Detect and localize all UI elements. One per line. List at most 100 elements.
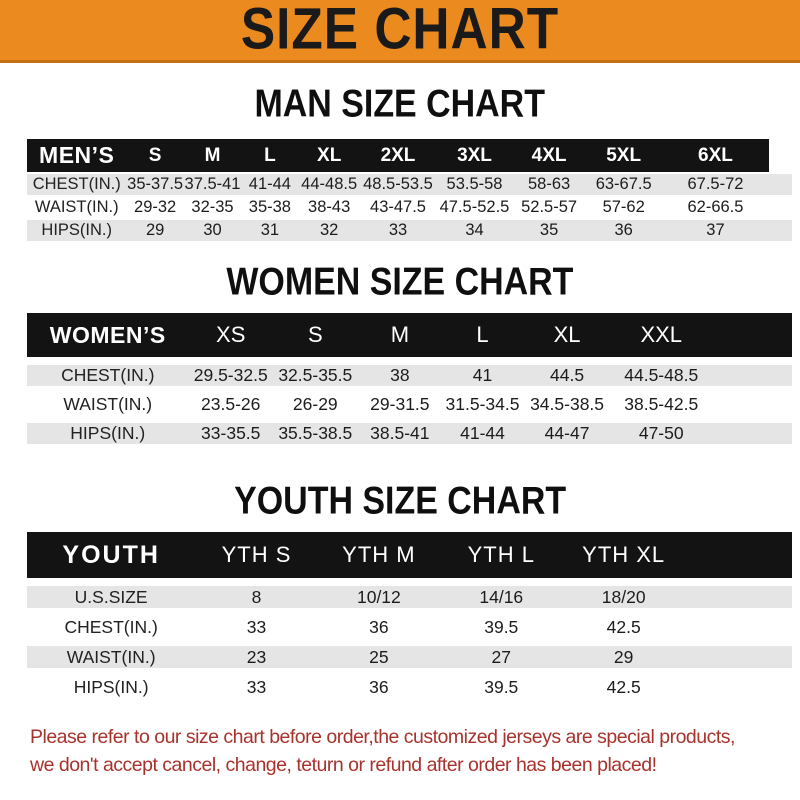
section-youth: YOUTH SIZE CHART YOUTH YTH S YTH M YTH L YTH… (0, 479, 800, 706)
youth-value-cell-2-3: 29 (562, 646, 685, 668)
women-value-cell-0-2: 38 (357, 365, 443, 386)
youth-row-label-0: U.S.SIZE (27, 586, 196, 608)
women-value-cell-2-0: 33-35.5 (188, 423, 274, 444)
men-column-header-1: M (183, 139, 242, 172)
men-value-cell-0-8: 67.5-72 (661, 174, 770, 195)
men-value-cell-1-5: 47.5-52.5 (436, 197, 513, 218)
men-value-cell-2-1: 30 (183, 220, 242, 241)
youth-value-cell-3-3: 42.5 (562, 676, 685, 698)
youth-column-header-0: YTH S (195, 532, 318, 578)
youth-size-table: YOUTH YTH S YTH M YTH L YTH XL U.S.SIZE 8 10/12… (27, 524, 792, 706)
men-size-table: MEN’S S M L XL 2XL 3XL 4XL 5XL 6XL CHEST(IN.) 35-37… (27, 137, 792, 243)
men-row-spacer (769, 220, 792, 241)
women-section-title-text: WOMEN SIZE CHART (226, 259, 574, 304)
men-value-cell-0-0: 35-37.5 (126, 174, 184, 195)
youth-value-cell-0-3: 18/20 (562, 586, 685, 608)
women-row-label-2: HIPS(IN.) (27, 423, 189, 444)
men-value-cell-0-6: 58-63 (512, 174, 586, 195)
women-row-spacer (711, 365, 792, 386)
men-value-cell-1-1: 32-35 (183, 197, 242, 218)
men-column-header-4: 2XL (359, 139, 437, 172)
youth-value-cell-2-1: 25 (317, 646, 441, 668)
women-value-cell-2-5: 47-50 (611, 423, 712, 444)
women-header-spacer (711, 313, 792, 357)
women-value-cell-1-5: 38.5-42.5 (611, 394, 712, 415)
men-value-cell-2-3: 32 (298, 220, 360, 241)
youth-value-cell-2-0: 23 (195, 646, 318, 668)
women-section-title: WOMEN SIZE CHART (0, 259, 800, 304)
men-value-cell-2-6: 35 (512, 220, 586, 241)
youth-table-header-row: YOUTH YTH S YTH M YTH L YTH XL (27, 532, 792, 578)
men-value-cell-1-4: 43-47.5 (359, 197, 437, 218)
size-chart-page: SIZE CHART MAN SIZE CHART MEN’S S M L XL 2XL 3… (0, 0, 800, 779)
men-row-spacer (769, 197, 792, 218)
men-value-cell-0-2: 41-44 (241, 174, 299, 195)
men-value-cell-0-7: 63-67.5 (585, 174, 662, 195)
youth-value-cell-0-0: 8 (195, 586, 318, 608)
youth-table-row-3: HIPS(IN.) 33 36 39.5 42.5 (27, 676, 792, 698)
men-value-cell-0-4: 48.5-53.5 (359, 174, 437, 195)
youth-value-cell-3-0: 33 (195, 676, 318, 698)
youth-table-row-2: WAIST(IN.) 23 25 27 29 (27, 646, 792, 668)
men-row-label-2: HIPS(IN.) (27, 220, 127, 241)
women-column-header-2: M (357, 313, 443, 357)
men-value-cell-2-5: 34 (436, 220, 513, 241)
men-header-label: MEN’S (27, 139, 127, 172)
youth-row-spacer (684, 586, 792, 608)
women-column-header-0: XS (188, 313, 274, 357)
men-column-header-5: 3XL (436, 139, 513, 172)
men-value-cell-1-6: 52.5-57 (512, 197, 586, 218)
women-row-label-1: WAIST(IN.) (27, 394, 189, 415)
men-value-cell-2-7: 36 (585, 220, 662, 241)
youth-row-spacer (684, 676, 792, 698)
women-value-cell-2-4: 44-47 (522, 423, 612, 444)
women-value-cell-0-5: 44.5-48.5 (611, 365, 712, 386)
section-women: WOMEN SIZE CHART WOMEN’S XS S M L XL XXL CHEST(… (0, 259, 800, 452)
men-section-title-text: MAN SIZE CHART (254, 81, 546, 126)
content: MAN SIZE CHART MEN’S S M L XL 2XL 3XL 4XL 5XL 6XL… (0, 81, 800, 779)
youth-header-spacer (684, 532, 792, 578)
youth-value-cell-1-3: 42.5 (562, 616, 685, 638)
footer-note: Please refer to our size chart before or… (0, 724, 800, 779)
women-header-label: WOMEN’S (27, 313, 189, 357)
women-value-cell-2-3: 41-44 (442, 423, 523, 444)
women-value-cell-1-0: 23.5-26 (188, 394, 274, 415)
youth-value-cell-1-0: 33 (195, 616, 318, 638)
banner: SIZE CHART (0, 0, 800, 63)
women-value-cell-1-2: 29-31.5 (357, 394, 443, 415)
section-men: MAN SIZE CHART MEN’S S M L XL 2XL 3XL 4XL 5XL 6XL… (0, 81, 800, 243)
youth-value-cell-1-1: 36 (317, 616, 441, 638)
men-value-cell-2-0: 29 (126, 220, 184, 241)
youth-value-cell-1-2: 39.5 (440, 616, 563, 638)
men-column-header-6: 4XL (512, 139, 586, 172)
men-value-cell-0-1: 37.5-41 (183, 174, 242, 195)
men-value-cell-0-3: 44-48.5 (298, 174, 360, 195)
youth-column-header-1: YTH M (317, 532, 441, 578)
youth-header-label: YOUTH (27, 532, 196, 578)
youth-value-cell-2-2: 27 (440, 646, 563, 668)
men-column-header-8: 6XL (661, 139, 770, 172)
women-column-header-1: S (273, 313, 358, 357)
women-value-cell-1-1: 26-29 (273, 394, 358, 415)
women-value-cell-0-1: 32.5-35.5 (273, 365, 358, 386)
youth-value-cell-0-1: 10/12 (317, 586, 441, 608)
men-value-cell-1-2: 35-38 (241, 197, 299, 218)
footer-line-1: Please refer to our size chart before or… (30, 726, 735, 748)
men-table-header-row: MEN’S S M L XL 2XL 3XL 4XL 5XL 6XL (27, 139, 792, 172)
youth-row-label-1: CHEST(IN.) (27, 616, 196, 638)
youth-row-spacer (684, 646, 792, 668)
women-column-header-3: L (442, 313, 523, 357)
women-value-cell-0-4: 44.5 (522, 365, 612, 386)
men-column-header-2: L (241, 139, 299, 172)
men-value-cell-1-3: 38-43 (298, 197, 360, 218)
youth-table-row-1: CHEST(IN.) 33 36 39.5 42.5 (27, 616, 792, 638)
youth-column-header-2: YTH L (440, 532, 563, 578)
men-value-cell-2-2: 31 (241, 220, 299, 241)
women-value-cell-0-0: 29.5-32.5 (188, 365, 274, 386)
men-section-title: MAN SIZE CHART (0, 81, 800, 126)
men-column-header-0: S (126, 139, 184, 172)
youth-table-row-0: U.S.SIZE 8 10/12 14/16 18/20 (27, 586, 792, 608)
men-table-row-2: HIPS(IN.) 29 30 31 32 33 34 35 36 37 (27, 220, 792, 241)
youth-row-label-2: WAIST(IN.) (27, 646, 196, 668)
women-value-cell-2-1: 35.5-38.5 (273, 423, 358, 444)
